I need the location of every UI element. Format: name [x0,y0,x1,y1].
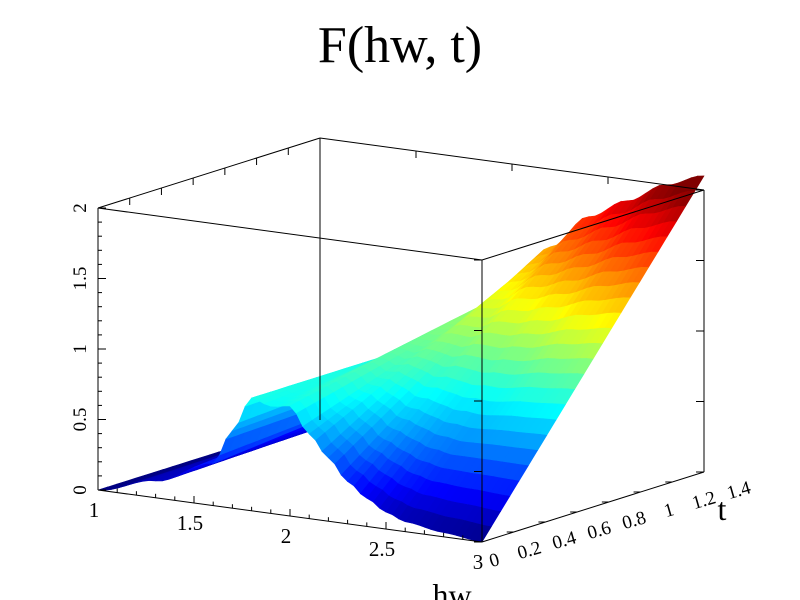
y-tick-label: 0 [487,549,502,572]
z-tick-label: 2 [70,203,91,213]
z-tick-label: 0 [70,485,91,495]
x-tick-label: 2 [281,524,292,548]
box-edge [481,189,705,261]
y-tick-label: 1 [662,499,677,522]
box-edge [97,207,483,261]
z-tick-label: 1.5 [70,267,91,291]
tick-layer: 11.522.53 0 0.2 0.4 0.6 0.8 1 1.2 1.400.511.52 [70,138,754,574]
x-axis-label: hw [432,577,471,600]
y-axis-label: t [718,491,727,527]
y-tick-label: 0.6 [585,517,614,544]
y-tick-label: 0.4 [550,527,579,554]
z-tick-label: 1 [70,344,91,354]
z-tick-label: 0.5 [70,408,91,432]
y-tick-label: 0.8 [620,507,649,534]
y-tick-label: 1.4 [725,477,754,504]
x-tick-label: 1.5 [177,511,203,535]
x-tick-label: 3 [473,550,484,574]
x-tick-label: 1 [89,498,100,522]
y-tick-label: 0.2 [515,537,544,564]
y-tick-label: 1.2 [690,487,719,514]
box-edge [481,471,705,543]
surface-layer [97,175,705,543]
x-tick-label: 2.5 [369,537,395,561]
chart-title: F(hw, t) [318,17,482,74]
box-edge [97,137,321,209]
